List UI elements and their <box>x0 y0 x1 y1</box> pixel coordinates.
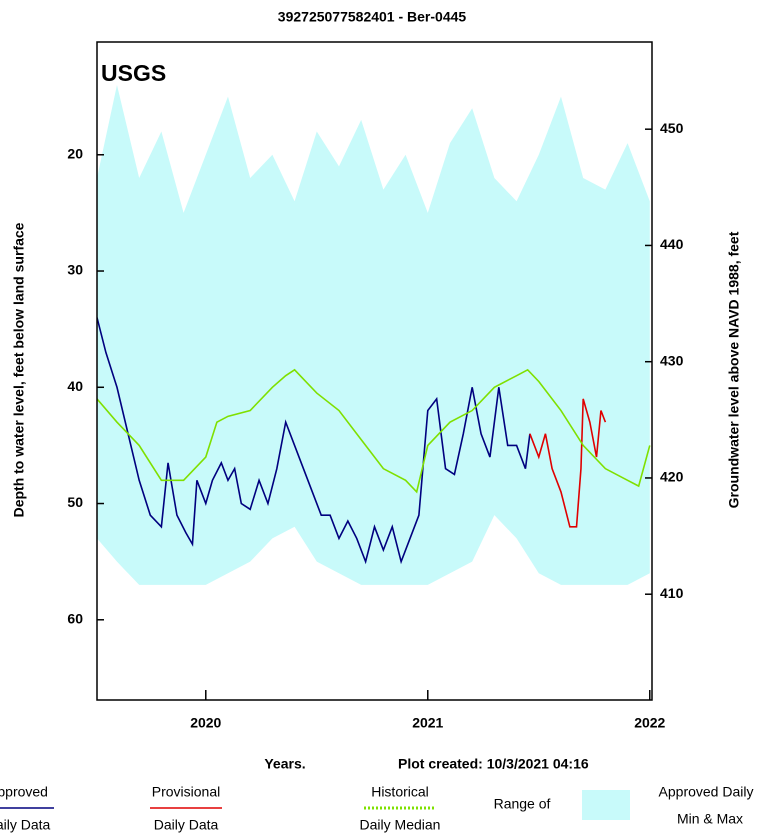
legend-swatch <box>582 790 630 820</box>
y-tick-label: 30 <box>67 262 83 278</box>
y-axis-label: Depth to water level, feet below land su… <box>11 222 27 517</box>
y2-axis-label: Groundwater level above NAVD 1988, feet <box>726 231 742 508</box>
y2-tick-label: 410 <box>660 585 684 601</box>
legend-label: Approved <box>0 784 48 800</box>
range-band <box>97 85 650 585</box>
x-axis-label: Years. <box>264 756 305 772</box>
legend-label: Provisional <box>152 784 220 800</box>
line-layer <box>97 317 651 565</box>
y2-tick-label: 430 <box>660 352 684 368</box>
legend-label: Min & Max <box>677 811 743 827</box>
y-tick-label: 50 <box>67 494 83 510</box>
y-tick-label: 40 <box>67 378 83 394</box>
x-tick-label: 2022 <box>634 715 665 731</box>
x-tick-label: 2021 <box>412 715 443 731</box>
legend-label: Approved Daily <box>659 784 754 800</box>
y-tick-label: 20 <box>67 145 83 161</box>
legend-label: Daily Data <box>154 817 219 833</box>
legend-label: Daily Median <box>360 817 441 833</box>
band-layer <box>97 85 650 585</box>
y2-tick-label: 420 <box>660 469 684 485</box>
legend-label: Range of <box>494 796 551 812</box>
legend-label: Daily Data <box>0 817 50 833</box>
y2-tick-label: 440 <box>660 236 684 252</box>
series-line <box>97 368 651 494</box>
annotation: USGS <box>101 60 166 86</box>
y2-tick-label: 450 <box>660 120 684 136</box>
plot-note: Plot created: 10/3/2021 04:16 <box>398 756 589 772</box>
legend-label: Historical <box>371 784 429 800</box>
series-line <box>529 398 607 528</box>
series-line <box>97 317 531 565</box>
x-tick-label: 2020 <box>190 715 221 731</box>
y-tick-label: 60 <box>67 610 83 626</box>
plot-frame <box>96 41 653 701</box>
chart-title: 392725077582401 - Ber-0445 <box>278 9 467 25</box>
